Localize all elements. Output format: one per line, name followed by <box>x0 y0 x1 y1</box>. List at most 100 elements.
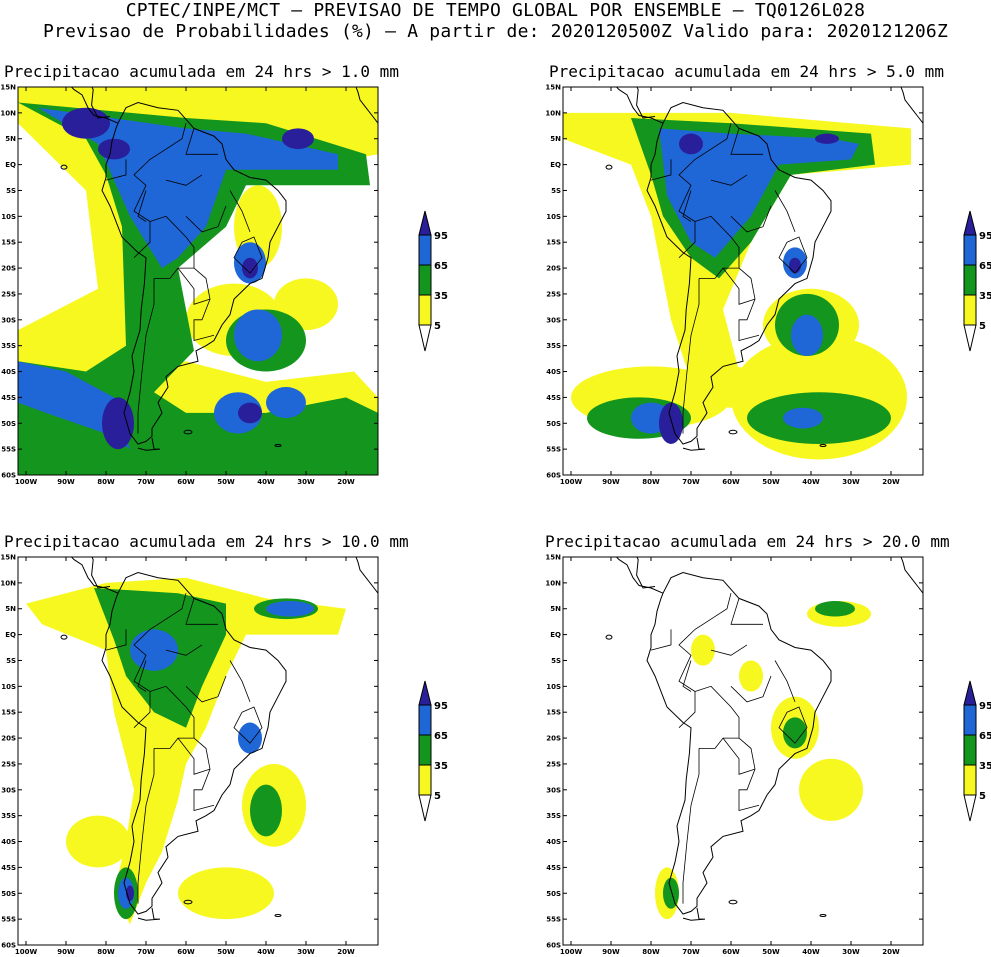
country-border <box>177 737 211 775</box>
country-border <box>774 660 796 703</box>
coastlines <box>60 87 378 451</box>
probability-map-panel-4: 15N 10N 5N EQ 5S 10S 15S 20S 25S 30S 35S 40S 45S 50S 5… <box>545 554 924 956</box>
longitude-label: 20W <box>337 478 355 486</box>
country-border <box>233 236 263 274</box>
field-65-percent <box>266 387 306 419</box>
probability-map-panel-3: 15N 10N 5N EQ 5S 10S 15S 20S 25S 30S 35S 40S 45S 50S 5… <box>0 554 379 956</box>
colorbar-box-35 <box>963 264 977 296</box>
country-border <box>149 215 195 279</box>
latitude-label: 55S <box>546 916 561 924</box>
field-5-percent <box>26 577 346 925</box>
country-borders <box>650 593 808 904</box>
longitude-label: 20W <box>882 478 900 486</box>
panel-1-title: Precipitacao acumulada em 24 hrs > 1.0 m… <box>4 62 399 81</box>
field-35-percent <box>663 877 679 909</box>
longitude-label: 70W <box>682 948 700 956</box>
galapagos-islands <box>60 164 68 170</box>
latitude-label: 35S <box>546 812 561 820</box>
colorbar-bottom <box>418 324 432 352</box>
longitude-label: 90W <box>602 478 620 486</box>
country-border <box>682 190 692 222</box>
country-borders <box>105 593 263 904</box>
latitude-label: 5S <box>6 657 16 665</box>
country-border <box>682 748 700 904</box>
longitude-label: 70W <box>137 478 155 486</box>
country-border <box>722 737 756 775</box>
colorbar-label: 65 <box>979 731 991 742</box>
latitude-label: 15N <box>545 554 561 562</box>
south-georgia-island <box>274 914 282 918</box>
latitude-label: 10S <box>1 683 16 691</box>
field-65-percent <box>659 128 859 258</box>
country-border <box>678 593 732 728</box>
field-5-percent <box>691 634 715 666</box>
field-95-percent <box>102 397 134 450</box>
latitude-label: 15S <box>1 239 16 247</box>
probability-field <box>655 600 871 920</box>
coastline-africa <box>900 87 923 124</box>
country-border <box>133 593 187 728</box>
colorbar-box-65 <box>963 234 977 266</box>
country-border <box>193 768 215 812</box>
longitude-label: 100W <box>560 948 583 956</box>
colorbar-label: 5 <box>434 791 441 802</box>
latitude-label: 25S <box>1 760 16 768</box>
latitude-label: 25S <box>1 290 16 298</box>
colorbar-legend-panel-4: 95 65 35 5 <box>963 680 991 822</box>
latitude-label: 60S <box>546 942 561 950</box>
latitude-label: 5S <box>551 657 561 665</box>
coastline-africa <box>900 557 923 594</box>
country-border <box>149 685 195 749</box>
coastline-south-america <box>646 571 832 915</box>
latitude-label: 45S <box>546 394 561 402</box>
colorbar-label: 95 <box>434 701 448 712</box>
country-border <box>730 205 772 233</box>
latitude-label: 60S <box>1 472 16 480</box>
country-border <box>193 298 215 342</box>
colorbar-legend-panel-2: 95 65 35 5 <box>963 210 991 352</box>
field-95-percent <box>815 133 839 144</box>
country-border <box>730 128 763 155</box>
colorbar-box-5 <box>963 764 977 796</box>
galapagos-islands <box>605 634 613 640</box>
field-95-percent <box>62 107 110 139</box>
latitude-label: 50S <box>1 420 16 428</box>
latitude-label: 35S <box>546 342 561 350</box>
latitude-label: 20S <box>1 265 16 273</box>
country-border <box>105 159 127 181</box>
latitude-label: 40S <box>1 368 16 376</box>
field-35-percent <box>815 600 855 617</box>
latitude-label: 20S <box>1 735 16 743</box>
country-border <box>229 660 251 703</box>
latitude-label: 20S <box>546 735 561 743</box>
longitude-label: 50W <box>762 948 780 956</box>
longitude-label: 70W <box>137 948 155 956</box>
longitude-label: 80W <box>97 948 115 956</box>
country-borders <box>105 123 263 434</box>
coastline-south-america <box>101 101 287 445</box>
colorbar-box-35 <box>418 734 432 766</box>
longitude-label: 90W <box>57 948 75 956</box>
latitude-label: 5S <box>6 187 16 195</box>
falkland-islands <box>728 429 738 435</box>
latitude-label: 50S <box>1 890 16 898</box>
latitude-label: 15N <box>0 84 16 92</box>
probability-field <box>18 87 378 475</box>
colorbar-box-5 <box>963 294 977 326</box>
latitude-label: 50S <box>546 420 561 428</box>
country-border <box>682 278 700 434</box>
country-border <box>185 675 227 703</box>
country-border <box>774 190 796 233</box>
country-border <box>165 644 203 656</box>
field-65-percent <box>266 600 314 617</box>
latitude-label: 50S <box>546 890 561 898</box>
longitude-label: 30W <box>297 478 315 486</box>
latitude-label: 30S <box>546 786 561 794</box>
field-95-percent <box>679 133 703 155</box>
colorbar-top-95 <box>963 210 977 236</box>
longitude-label: 60W <box>722 478 740 486</box>
longitude-label: 80W <box>97 478 115 486</box>
field-5-percent <box>799 758 863 821</box>
coastline-africa <box>355 87 378 124</box>
longitude-label: 40W <box>802 478 820 486</box>
